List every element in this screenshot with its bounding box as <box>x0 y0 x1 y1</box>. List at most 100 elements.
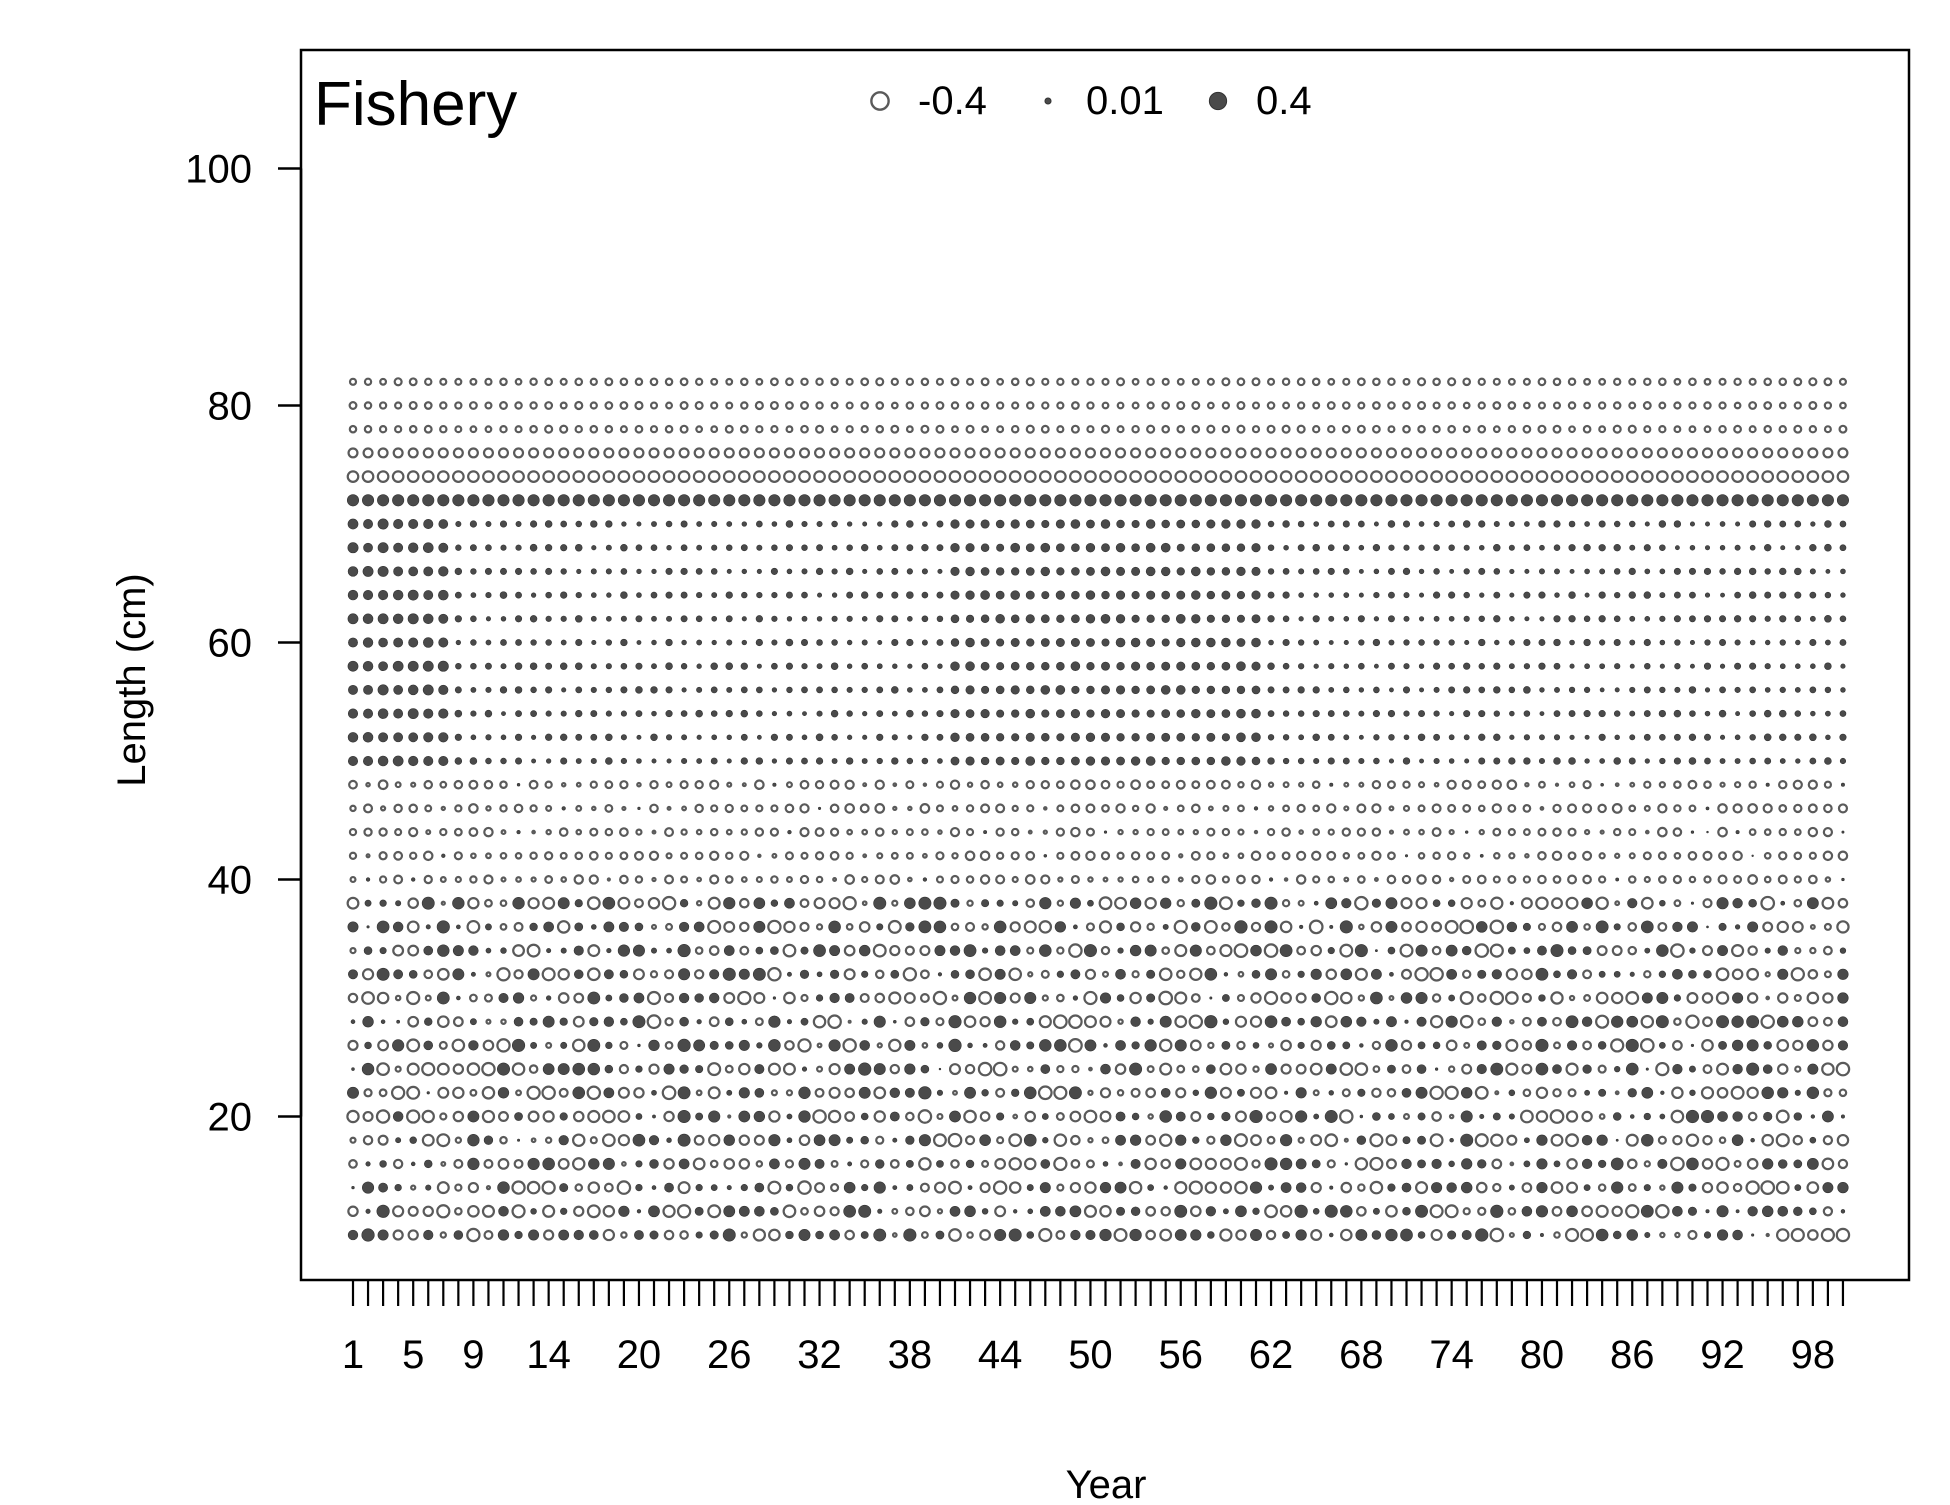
residual-bubble-positive <box>1777 1206 1789 1217</box>
residual-bubble-positive <box>546 758 552 764</box>
residual-bubble-negative <box>1417 852 1426 860</box>
residual-bubble-positive <box>801 757 808 765</box>
residual-bubble-negative <box>1612 401 1622 410</box>
residual-bubble-negative <box>1733 875 1743 884</box>
residual-bubble-negative <box>439 377 448 386</box>
residual-bubble-positive <box>860 1112 869 1121</box>
residual-bubble-negative <box>1357 875 1366 884</box>
residual-bubble-negative <box>1070 850 1081 861</box>
residual-bubble-negative <box>1523 401 1531 410</box>
residual-bubble-negative <box>485 1018 492 1025</box>
residual-bubble-negative <box>1494 1090 1500 1096</box>
residual-bubble-negative <box>1312 804 1321 813</box>
residual-bubble-negative <box>995 851 1005 860</box>
residual-bubble-negative <box>1188 1014 1204 1029</box>
residual-bubble-positive <box>1704 710 1711 717</box>
residual-bubble-positive <box>1404 854 1409 858</box>
residual-bubble-negative <box>1130 779 1141 791</box>
residual-bubble-positive <box>605 686 613 694</box>
residual-bubble-negative <box>1673 851 1682 860</box>
residual-bubble-positive <box>408 970 418 979</box>
residual-bubble-positive <box>1643 686 1651 694</box>
residual-bubble-negative <box>616 1180 632 1195</box>
residual-bubble-negative <box>1102 876 1109 883</box>
residual-bubble-negative <box>1429 967 1444 982</box>
residual-bubble-negative <box>681 805 688 812</box>
residual-bubble-negative <box>919 803 931 814</box>
residual-bubble-negative <box>1492 875 1501 884</box>
residual-bubble-positive <box>1641 1133 1654 1147</box>
residual-bubble-negative <box>619 874 629 885</box>
residual-bubble-positive <box>1040 566 1051 577</box>
residual-bubble-negative <box>917 1109 933 1124</box>
residual-bubble-positive <box>921 591 929 599</box>
residual-bubble-negative <box>1807 968 1819 980</box>
residual-bubble-positive <box>650 686 658 694</box>
residual-bubble-positive <box>512 494 525 507</box>
residual-bubble-positive <box>1746 1062 1760 1076</box>
residual-bubble-positive <box>635 544 643 552</box>
residual-bubble-positive <box>710 710 718 717</box>
residual-bubble-positive <box>1011 733 1020 742</box>
residual-bubble-negative <box>621 1161 627 1167</box>
residual-bubble-positive <box>1403 615 1410 622</box>
residual-bubble-positive <box>1160 542 1171 553</box>
residual-bubble-positive <box>1221 614 1231 623</box>
residual-bubble-positive <box>574 922 584 932</box>
residual-bubble-negative <box>1129 470 1142 483</box>
residual-bubble-positive <box>362 613 374 625</box>
residual-bubble-negative <box>995 401 1005 410</box>
residual-bubble-negative <box>1627 1183 1637 1193</box>
residual-bubble-positive <box>1249 494 1263 507</box>
residual-bubble-negative <box>1266 851 1276 861</box>
residual-bubble-positive <box>497 1229 510 1241</box>
residual-bubble-positive <box>1116 662 1125 671</box>
residual-bubble-positive <box>1310 968 1322 980</box>
residual-bubble-negative <box>994 1040 1006 1051</box>
residual-bubble-negative <box>436 967 450 981</box>
residual-bubble-negative <box>379 805 387 812</box>
residual-bubble-positive <box>1313 663 1319 669</box>
residual-bubble-negative <box>1522 875 1532 884</box>
residual-bubble-positive <box>1418 544 1425 551</box>
residual-bubble-negative <box>661 895 677 911</box>
residual-bubble-positive <box>1100 708 1111 719</box>
residual-bubble-negative <box>1023 470 1037 483</box>
residual-bubble-negative <box>1173 919 1188 935</box>
residual-bubble-negative <box>800 377 809 387</box>
residual-bubble-negative <box>363 1088 373 1098</box>
residual-bubble-negative <box>557 470 571 483</box>
residual-bubble-negative <box>694 851 704 861</box>
residual-bubble-negative <box>662 470 676 483</box>
residual-bubble-positive <box>1176 756 1185 766</box>
residual-bubble-positive <box>876 615 884 623</box>
residual-bubble-negative <box>1204 470 1218 483</box>
residual-bubble-positive <box>1419 758 1424 764</box>
residual-bubble-positive <box>516 783 521 787</box>
residual-bubble-negative <box>920 424 930 434</box>
residual-bubble-negative <box>860 401 869 410</box>
residual-bubble-negative <box>827 1014 842 1030</box>
residual-bubble-negative <box>527 897 540 910</box>
residual-bubble-positive <box>1584 521 1590 527</box>
residual-bubble-negative <box>1070 1159 1081 1169</box>
residual-bubble-positive <box>1041 519 1050 529</box>
residual-bubble-negative <box>468 401 478 410</box>
residual-bubble-positive <box>1809 544 1817 552</box>
residual-bubble-negative <box>499 401 508 410</box>
residual-bubble-positive <box>1055 519 1065 529</box>
x-tick-label: 98 <box>1791 1333 1836 1377</box>
residual-bubble-negative <box>573 1205 585 1217</box>
residual-bubble-negative <box>907 805 913 812</box>
residual-bubble-positive <box>376 967 390 981</box>
residual-bubble-negative <box>782 943 797 958</box>
residual-bubble-positive <box>1160 1088 1171 1098</box>
x-tick-label: 20 <box>617 1333 662 1377</box>
residual-bubble-positive <box>1688 686 1697 694</box>
residual-bubble-negative <box>1084 447 1096 459</box>
residual-bubble-negative <box>1776 920 1789 934</box>
residual-bubble-positive <box>1538 520 1546 528</box>
residual-bubble-negative <box>633 850 644 861</box>
residual-bubble-positive <box>1329 924 1334 929</box>
residual-bubble-negative <box>1281 827 1291 837</box>
